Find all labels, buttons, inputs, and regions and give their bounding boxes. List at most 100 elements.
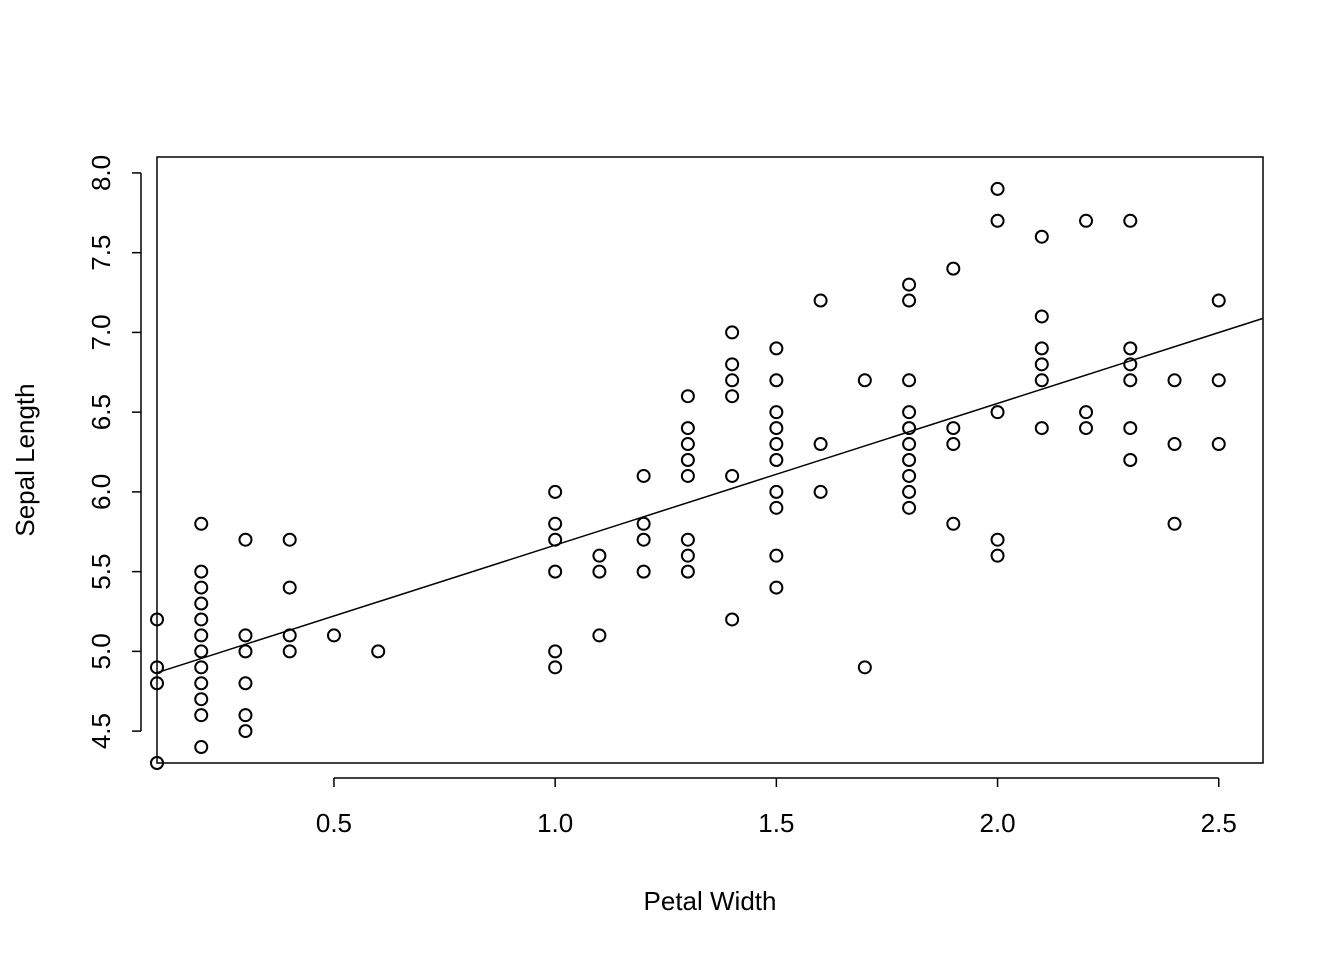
data-point	[990, 405, 1005, 420]
data-point	[238, 724, 253, 739]
x-axis: 0.5 1.0 1.5 2.0 2.5	[316, 777, 1237, 838]
data-point	[592, 628, 607, 643]
x-tick-label: 2.5	[1201, 808, 1237, 838]
data-point	[282, 532, 297, 547]
data-point	[194, 644, 209, 659]
data-point	[725, 468, 740, 483]
data-point	[1167, 437, 1182, 452]
data-point	[946, 421, 961, 436]
data-point	[548, 644, 563, 659]
data-point	[769, 421, 784, 436]
data-point	[636, 532, 651, 547]
data-point	[194, 660, 209, 675]
data-point	[194, 516, 209, 531]
data-point	[194, 628, 209, 643]
data-point	[238, 644, 253, 659]
data-point	[548, 660, 563, 675]
data-point	[1167, 516, 1182, 531]
data-point	[902, 484, 917, 499]
y-tick-label: 7.0	[86, 314, 116, 350]
data-point	[150, 756, 164, 770]
x-tick-label: 1.0	[537, 808, 573, 838]
data-point	[1034, 341, 1049, 356]
data-point	[769, 341, 784, 356]
plot-frame	[156, 156, 1264, 764]
data-point	[680, 532, 695, 547]
data-point	[769, 373, 784, 388]
data-point	[194, 740, 209, 755]
data-point	[1211, 293, 1226, 308]
x-tick-label: 0.5	[316, 808, 352, 838]
data-point	[857, 660, 872, 675]
data-point	[813, 293, 828, 308]
data-point	[592, 564, 607, 579]
data-point	[194, 708, 209, 723]
data-point	[238, 532, 253, 547]
data-point	[636, 564, 651, 579]
data-point	[946, 437, 961, 452]
data-point	[636, 516, 651, 531]
data-point	[194, 612, 209, 627]
data-point	[902, 437, 917, 452]
x-axis-label: Petal Width	[644, 886, 777, 916]
data-point	[1079, 421, 1094, 436]
data-point	[857, 373, 872, 388]
data-point	[238, 628, 253, 643]
data-point	[636, 468, 651, 483]
data-point	[1034, 373, 1049, 388]
data-point	[150, 676, 164, 691]
data-point	[680, 564, 695, 579]
data-point	[769, 484, 784, 499]
points-layer	[150, 181, 1226, 770]
data-point	[1123, 373, 1138, 388]
data-point	[902, 405, 917, 420]
data-point	[902, 500, 917, 515]
data-point	[194, 676, 209, 691]
data-point	[548, 516, 563, 531]
data-point	[990, 181, 1005, 196]
y-tick-label: 6.5	[86, 394, 116, 430]
data-point	[282, 628, 297, 643]
data-point	[1211, 437, 1226, 452]
data-point	[680, 548, 695, 563]
data-point	[371, 644, 386, 659]
data-point	[1123, 453, 1138, 467]
data-point	[680, 453, 695, 467]
data-point	[725, 357, 740, 372]
data-point	[194, 692, 209, 707]
data-point	[1079, 405, 1094, 420]
y-tick-label: 5.5	[86, 554, 116, 590]
data-point	[813, 437, 828, 452]
x-tick-label: 1.5	[758, 808, 794, 838]
data-point	[769, 437, 784, 452]
data-point	[902, 293, 917, 308]
data-point	[813, 484, 828, 499]
data-point	[990, 532, 1005, 547]
data-point	[902, 277, 917, 292]
data-point	[902, 373, 917, 388]
data-point	[680, 421, 695, 436]
data-point	[1034, 357, 1049, 372]
data-point	[1167, 373, 1182, 388]
data-point	[725, 389, 740, 404]
data-point	[725, 373, 740, 388]
data-point	[902, 421, 917, 436]
data-point	[946, 261, 961, 276]
y-tick-label: 7.5	[86, 235, 116, 271]
data-point	[725, 612, 740, 627]
data-point	[282, 644, 297, 659]
y-tick-label: 8.0	[86, 155, 116, 191]
data-point	[548, 532, 563, 547]
data-point	[194, 580, 209, 595]
data-point	[680, 437, 695, 452]
regression-line-layer	[156, 317, 1264, 674]
data-point	[548, 564, 563, 579]
data-point	[769, 405, 784, 420]
data-point	[194, 564, 209, 579]
data-point	[238, 708, 253, 723]
data-point	[680, 389, 695, 404]
data-point	[150, 660, 164, 675]
data-point	[194, 596, 209, 611]
data-point	[1034, 309, 1049, 324]
